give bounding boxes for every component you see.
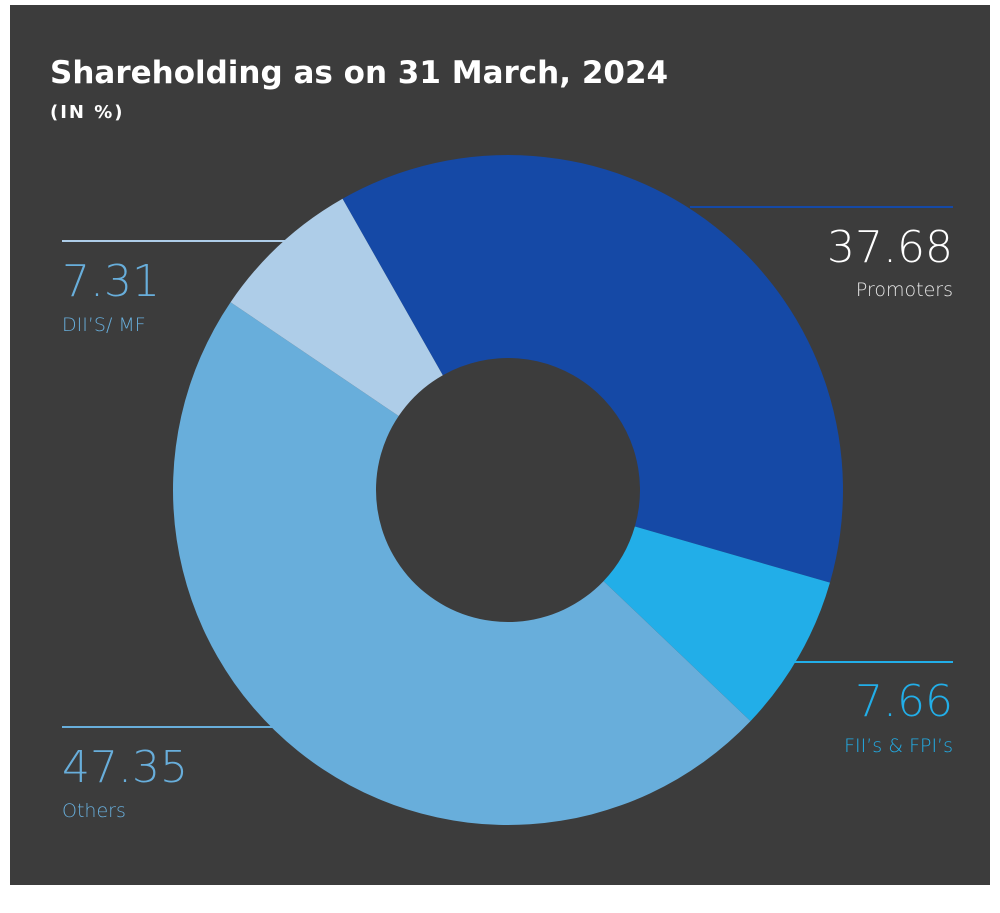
donut-slice — [342, 154, 844, 583]
category-label: Others — [62, 800, 126, 822]
chart-title: Shareholding as on 31 March, 2024 — [50, 55, 668, 91]
value-label: 47.35 — [62, 742, 188, 793]
category-label: FII’s & FPI’s — [844, 735, 953, 757]
value-label: 7.66 — [855, 676, 953, 727]
donut-slice — [603, 526, 830, 722]
category-label: Promoters — [856, 279, 953, 301]
value-label: 7.31 — [62, 256, 160, 307]
value-label: 37.68 — [827, 222, 953, 273]
donut-slice — [173, 302, 751, 825]
chart-subtitle: (IN %) — [50, 102, 125, 123]
donut-slice — [230, 198, 443, 417]
category-label: DII’S/ MF — [62, 314, 146, 336]
